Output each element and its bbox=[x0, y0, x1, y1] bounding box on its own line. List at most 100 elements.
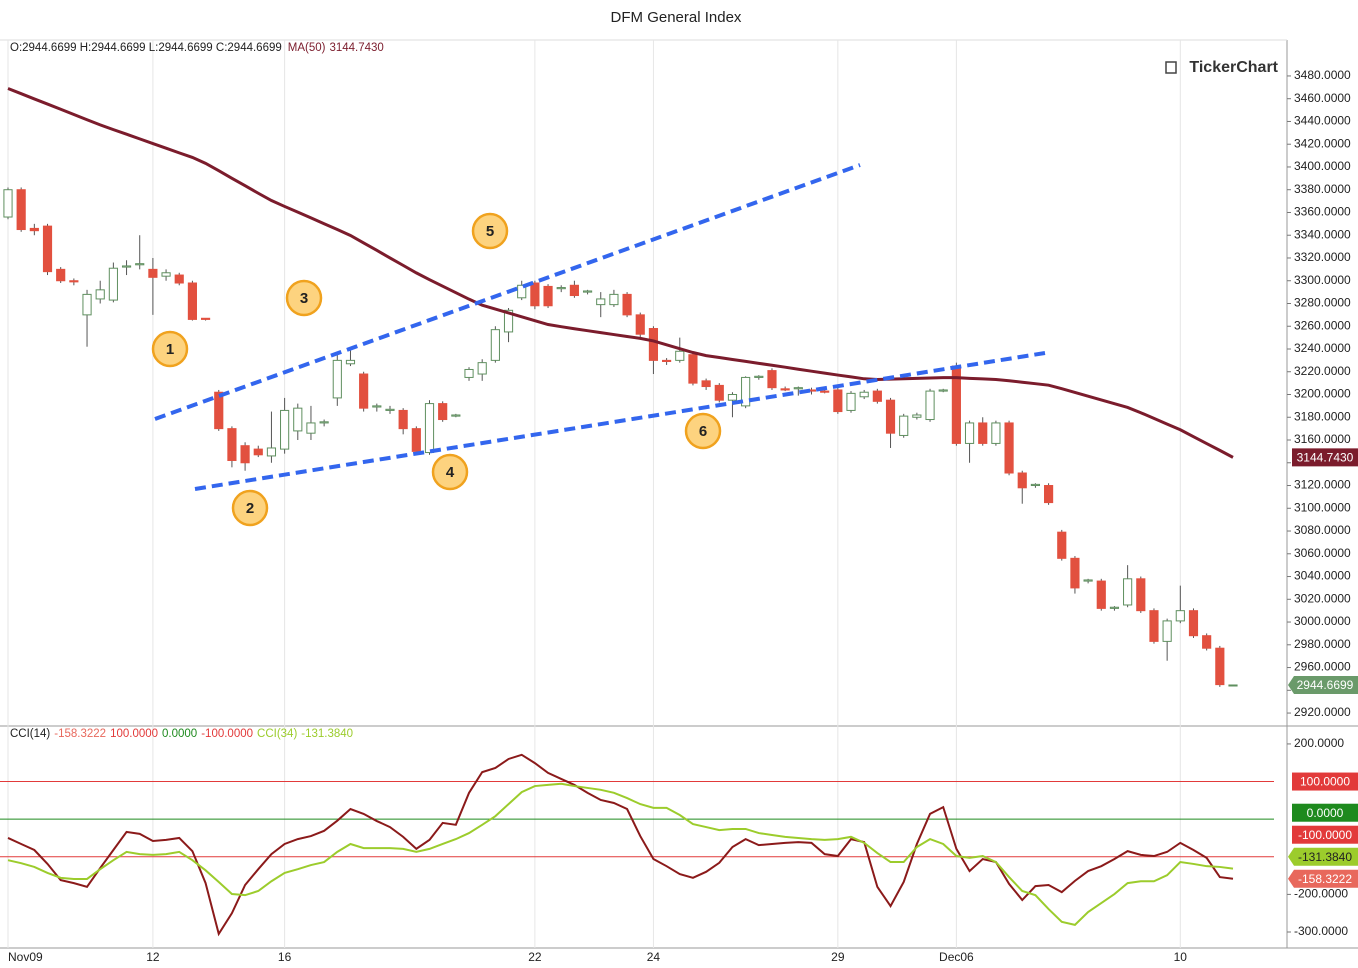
candle-up bbox=[938, 389, 948, 392]
ohlc-label: O:2944.6699 H:2944.6699 L:2944.6699 C:29… bbox=[10, 42, 282, 54]
y-tick-label: 3400.0000 bbox=[1294, 159, 1351, 173]
close-badge-label: 2944.6699 bbox=[1297, 678, 1354, 692]
candle-down bbox=[1044, 485, 1054, 504]
candle-up bbox=[1109, 606, 1120, 609]
candle-down bbox=[253, 448, 263, 456]
candle-up bbox=[925, 390, 935, 421]
y-tick-label: 3000.0000 bbox=[1294, 614, 1351, 628]
plot bbox=[3, 87, 1238, 937]
candle-up bbox=[503, 309, 514, 333]
axes: Nov091216222429Dec06102920.00002940.0000… bbox=[8, 68, 1358, 964]
x-tick-label: Nov09 bbox=[8, 950, 43, 964]
ma-line bbox=[7, 87, 1234, 459]
candle-up bbox=[556, 287, 566, 290]
y-tick-label: 3480.0000 bbox=[1294, 68, 1351, 82]
candle-down bbox=[569, 284, 579, 297]
candle-up bbox=[754, 375, 764, 378]
x-tick-label: 10 bbox=[1174, 950, 1188, 964]
value-badge-shape bbox=[1288, 869, 1358, 888]
candle-down bbox=[978, 422, 988, 444]
value-badge: 0.0000 bbox=[1292, 803, 1358, 822]
annotation-label: 1 bbox=[166, 341, 174, 358]
value-badge-label: 100.0000 bbox=[1300, 775, 1350, 789]
candle-down bbox=[1215, 647, 1225, 686]
value-badge: -158.3222 bbox=[1288, 869, 1358, 888]
candle-up bbox=[1228, 684, 1238, 687]
value-badge: -131.3840 bbox=[1288, 847, 1358, 866]
value-badge: 100.0000 bbox=[1292, 772, 1358, 791]
candle-up bbox=[319, 421, 329, 424]
candle-up bbox=[385, 408, 395, 411]
annotation: 1 bbox=[151, 330, 189, 368]
candle-down bbox=[1136, 578, 1146, 612]
candle-up bbox=[82, 293, 92, 316]
x-tick-label: 12 bbox=[146, 950, 160, 964]
candle-up bbox=[899, 415, 909, 436]
candle-down bbox=[1057, 531, 1067, 559]
candle-down bbox=[56, 268, 66, 282]
candle-up bbox=[345, 359, 356, 365]
candle-up bbox=[912, 414, 922, 418]
candle-up bbox=[1162, 620, 1172, 642]
close-badge: 2944.6699 bbox=[1288, 675, 1358, 694]
candle-up bbox=[3, 189, 13, 218]
annotation-circle bbox=[231, 489, 269, 527]
candle-down bbox=[1188, 610, 1199, 637]
x-tick-label: Dec06 bbox=[939, 950, 974, 964]
candle-down bbox=[42, 225, 53, 273]
candle-up bbox=[1083, 579, 1093, 582]
candle-down bbox=[662, 359, 672, 363]
y-tick-label: 3320.0000 bbox=[1294, 250, 1351, 264]
candle-up bbox=[727, 394, 738, 401]
candle-down bbox=[148, 268, 158, 278]
legend-name: CCI(14) bbox=[10, 728, 50, 740]
chart-title: DFM General Index bbox=[611, 9, 742, 26]
trend-line bbox=[154, 163, 861, 421]
watermark-icon bbox=[1165, 61, 1177, 74]
candle-down bbox=[780, 388, 790, 391]
candle-up bbox=[332, 359, 342, 399]
candle-down bbox=[69, 280, 79, 283]
y-tick-label: 3340.0000 bbox=[1294, 227, 1351, 241]
cci-line bbox=[7, 782, 1234, 926]
y-tick-label: 3200.0000 bbox=[1294, 387, 1351, 401]
y-tick-label: 3180.0000 bbox=[1294, 409, 1351, 423]
candle-up bbox=[424, 403, 435, 454]
annotation-label: 4 bbox=[446, 464, 455, 481]
candle-up bbox=[991, 422, 1001, 444]
annotation-circle bbox=[471, 212, 509, 250]
annotations: 1 2 3 4 5 6 bbox=[151, 212, 722, 527]
candle-down bbox=[200, 317, 211, 320]
y-tick-label: 2960.0000 bbox=[1294, 660, 1351, 674]
value-badge-label: -158.3222 bbox=[1298, 872, 1352, 886]
annotation: 6 bbox=[684, 412, 722, 450]
candle-up bbox=[741, 376, 751, 407]
candle-up bbox=[490, 329, 500, 361]
y-tick-label: 200.0000 bbox=[1294, 736, 1344, 750]
y-tick-label: 2980.0000 bbox=[1294, 637, 1351, 651]
candle-down bbox=[714, 384, 724, 401]
y-tick-label: -300.0000 bbox=[1294, 924, 1348, 938]
annotation: 2 bbox=[231, 489, 269, 527]
y-tick-label: 3080.0000 bbox=[1294, 523, 1351, 537]
y-tick-label: 3100.0000 bbox=[1294, 500, 1351, 514]
candle-up bbox=[859, 391, 869, 398]
y-tick-label: 3040.0000 bbox=[1294, 569, 1351, 583]
y-tick-label: 3440.0000 bbox=[1294, 114, 1351, 128]
legend-value: 3144.7430 bbox=[329, 42, 383, 54]
candle-down bbox=[174, 274, 184, 284]
candle-down bbox=[1004, 422, 1014, 474]
watermark-text: TickerChart bbox=[1189, 59, 1278, 76]
candle-down bbox=[187, 282, 197, 320]
y-tick-label: 3280.0000 bbox=[1294, 296, 1351, 310]
candle-down bbox=[227, 428, 237, 461]
candle-down bbox=[820, 390, 830, 393]
y-tick-label: 3300.0000 bbox=[1294, 273, 1351, 287]
candle-down bbox=[29, 227, 39, 232]
legend-value: -100.0000 bbox=[201, 728, 253, 740]
y-tick-label: 3360.0000 bbox=[1294, 205, 1351, 219]
candle-down bbox=[1202, 635, 1212, 649]
legend-value: -158.3222 bbox=[54, 728, 106, 740]
